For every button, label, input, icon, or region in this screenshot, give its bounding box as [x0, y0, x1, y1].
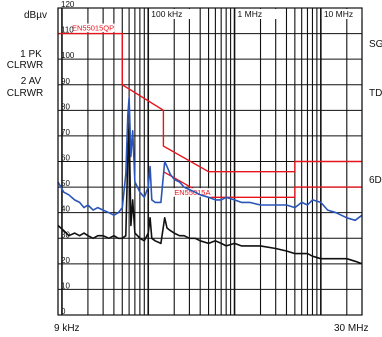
- right-label: TD: [369, 88, 382, 99]
- limit-lines: EN55015QP EN55015A: [58, 23, 362, 198]
- y-tick-label: 10: [61, 281, 70, 290]
- y-tick-label: 0: [61, 307, 66, 316]
- y-tick-label: 80: [61, 102, 70, 111]
- y-tick-label: 40: [61, 205, 70, 214]
- y-tick-label: 60: [61, 154, 70, 163]
- y-tick-label: 120: [61, 0, 75, 9]
- limit-label: EN55015QP: [72, 24, 114, 33]
- trace-label-2: CLRWR: [7, 60, 43, 71]
- limit-line: [58, 32, 362, 173]
- series-line: [57, 96, 363, 222]
- right-label: SG: [369, 39, 382, 50]
- trace-label-4: CLRWR: [7, 88, 43, 99]
- chart-labels: 0 10 20 30 40 50 60 70 80 90 100 110 120 100 kHz 1 MHz…: [61, 0, 382, 316]
- limit-label: EN55015A: [174, 188, 210, 197]
- y-tick-label: 20: [61, 256, 70, 265]
- y-tick-label: 30: [61, 230, 70, 239]
- y-tick-label: 100: [61, 51, 75, 60]
- y-unit-label: dBµv: [24, 10, 47, 21]
- series-lines: [57, 96, 363, 265]
- x-top-label: 1 MHz: [238, 9, 263, 19]
- x-edge-label-right: 30 MHz: [334, 323, 368, 334]
- x-top-label-backdrop: [321, 9, 366, 19]
- x-edge-label-left: 9 kHz: [54, 323, 80, 334]
- x-top-label-backdrop: [235, 9, 280, 19]
- y-tick-label: 110: [61, 26, 74, 35]
- x-top-label-backdrop: [149, 9, 194, 19]
- limit-label-backdrop: [173, 188, 213, 197]
- plot-frame: [57, 7, 363, 316]
- trace-label-1: 1 PK: [20, 49, 42, 60]
- x-top-label: 100 kHz: [151, 9, 182, 19]
- y-tick-label: 90: [61, 77, 70, 86]
- right-label: 6D: [369, 175, 382, 186]
- trace-label-3: 2 AV: [21, 76, 42, 87]
- series-line: [57, 122, 363, 265]
- x-top-label: 10 MHz: [324, 9, 353, 19]
- y-tick-label: 50: [61, 179, 70, 188]
- y-tick-label: 70: [61, 128, 70, 137]
- limit-label-backdrop: [71, 23, 115, 33]
